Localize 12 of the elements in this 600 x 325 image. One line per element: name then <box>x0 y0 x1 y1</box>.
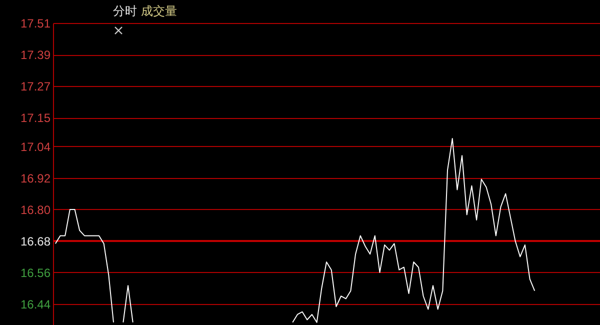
chart-subtitle: 成交量 <box>141 4 177 18</box>
chart-title: 分时 <box>113 4 137 18</box>
y-tick-label: 17.04 <box>20 140 51 154</box>
y-tick-label: 16.80 <box>20 202 51 217</box>
y-tick-label: 17.27 <box>20 80 51 94</box>
y-tick-label: 17.39 <box>20 48 51 62</box>
y-tick-label: 16.44 <box>20 297 51 312</box>
y-tick-label: 16.56 <box>20 266 51 280</box>
y-tick-label: 16.92 <box>20 171 51 186</box>
y-tick-label: 16.68 <box>20 234 51 248</box>
y-tick-label: 17.15 <box>20 111 51 126</box>
y-tick-label: 17.51 <box>20 16 51 30</box>
